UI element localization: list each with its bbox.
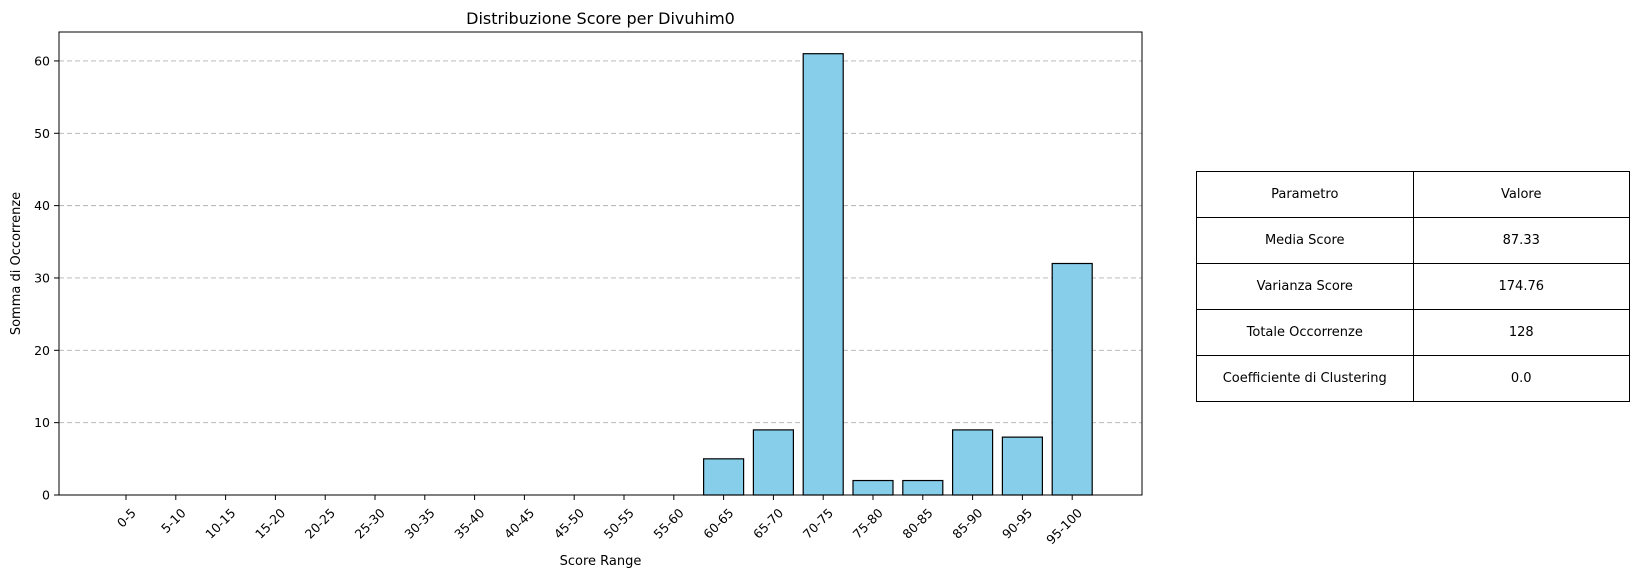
x-tick-label: 85-90 xyxy=(949,505,985,541)
bars xyxy=(702,53,1093,496)
x-tick-label: 95-100 xyxy=(1043,505,1085,547)
table-cell: Coefficiente di Clustering xyxy=(1196,355,1414,402)
x-tick-label: 50-55 xyxy=(601,505,637,541)
x-tick-label: 25-30 xyxy=(352,505,388,541)
table-cell: 128 xyxy=(1412,309,1630,356)
y-tick-label: 20 xyxy=(34,343,50,358)
bar-65-70 xyxy=(752,429,795,496)
table-cell: 174.76 xyxy=(1412,263,1630,310)
y-tick-label: 50 xyxy=(34,126,50,141)
y-tick-label: 40 xyxy=(34,198,50,213)
x-tick-label: 70-75 xyxy=(800,505,836,541)
y-tick-label: 30 xyxy=(34,270,50,285)
table-cell: 0.0 xyxy=(1412,355,1630,402)
plot-frame xyxy=(58,31,1143,496)
table-cell: 87.33 xyxy=(1412,217,1630,264)
y-tick-label: 0 xyxy=(42,488,50,503)
y-tick-label: 60 xyxy=(34,53,50,68)
table-header-cell: Valore xyxy=(1412,171,1630,218)
x-tick-label: 35-40 xyxy=(451,505,487,541)
x-tick-label: 55-60 xyxy=(650,505,686,541)
table-header-cell: Parametro xyxy=(1196,171,1414,218)
x-tick-label: 0-5 xyxy=(114,505,139,530)
bar-75-80 xyxy=(852,479,894,496)
table-row: Varianza Score 174.76 xyxy=(1196,263,1630,310)
table-cell: Totale Occorrenze xyxy=(1196,309,1414,356)
chart-title: Distribuzione Score per Divuhim0 xyxy=(466,9,735,28)
table-header-row: Parametro Valore xyxy=(1196,171,1630,218)
x-tick-label: 15-20 xyxy=(252,505,288,541)
table-row: Totale Occorrenze 128 xyxy=(1196,309,1630,356)
bar-80-85 xyxy=(902,479,944,496)
x-tick-label: 40-45 xyxy=(501,505,537,541)
x-tick-label: 5-10 xyxy=(158,505,189,536)
table-row: Media Score 87.33 xyxy=(1196,217,1630,264)
bar-85-90 xyxy=(951,429,994,496)
bar-90-95 xyxy=(1001,436,1044,496)
x-tick-label: 60-65 xyxy=(700,505,736,541)
stats-table: Parametro Valore Media Score 87.33 Varia… xyxy=(1196,171,1630,402)
x-tick-label: 75-80 xyxy=(850,505,886,541)
x-tick-label: 45-50 xyxy=(551,505,587,541)
table-cell: Media Score xyxy=(1196,217,1414,264)
y-axis-label: Somma di Occorrenze xyxy=(9,192,24,335)
x-tick-label: 10-15 xyxy=(202,505,238,541)
x-tick-label: 90-95 xyxy=(999,505,1035,541)
table-row: Coefficiente di Clustering 0.0 xyxy=(1196,355,1630,402)
x-tick-label: 20-25 xyxy=(302,505,338,541)
bar-70-75 xyxy=(802,53,844,496)
axis-ticks: 0 10 20 30 40 50 60 0-5 5-10 10-15 15-20 20-25 25-30… xyxy=(34,53,1085,547)
y-tick-label: 10 xyxy=(34,415,50,430)
bar-95-100 xyxy=(1051,262,1093,496)
table-cell: Varianza Score xyxy=(1196,263,1414,310)
x-axis-label: Score Range xyxy=(560,554,642,569)
x-tick-label: 65-70 xyxy=(750,505,786,541)
x-tick-label: 30-35 xyxy=(401,505,437,541)
x-tick-label: 80-85 xyxy=(899,505,935,541)
bar-60-65 xyxy=(702,458,745,496)
